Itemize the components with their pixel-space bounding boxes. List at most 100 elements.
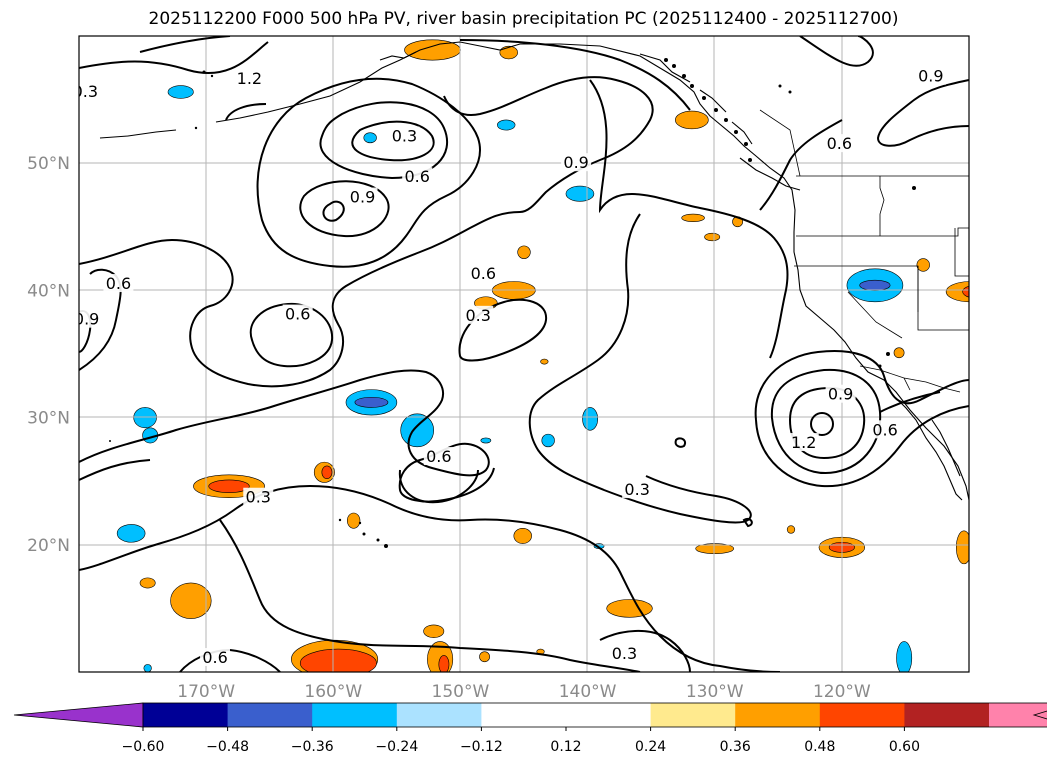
contour-label-bg	[79, 81, 101, 100]
precip-patch	[540, 358, 549, 365]
precip-patch	[497, 119, 516, 131]
precip-patch	[346, 512, 361, 529]
contour-label: 0.3	[624, 480, 649, 499]
precip-patch	[674, 110, 709, 130]
latitude-label: 40°N	[27, 281, 70, 301]
precip-patch	[480, 437, 492, 444]
colorbar-tick-label: 0.48	[804, 739, 835, 755]
latitude-label: 30°N	[27, 409, 70, 429]
precip-patch	[363, 132, 377, 144]
precip-patch	[143, 664, 152, 672]
contour-label-bg	[79, 309, 102, 328]
contour-label: 0.9	[563, 153, 588, 172]
precip-patch	[299, 648, 377, 672]
contour-label-bg	[915, 66, 946, 85]
precip-patch	[170, 582, 212, 619]
colorbar-segment	[650, 703, 736, 727]
contour-label: 0.6	[202, 648, 227, 667]
contour-label: 0.3	[612, 644, 637, 663]
precip-patch	[893, 347, 905, 359]
coastal-islands	[109, 58, 916, 548]
colorbar	[13, 702, 1047, 728]
precip-patch	[565, 185, 595, 202]
precip-patch	[499, 45, 518, 60]
colorbar-segment	[396, 703, 482, 727]
contour-label: 0.6	[471, 264, 496, 283]
contour-label-bg	[103, 274, 134, 293]
precip-patch	[681, 213, 705, 223]
contour-label-bg	[468, 263, 499, 282]
colorbar-tick-label: 0.60	[889, 739, 920, 755]
contour-label: 0.6	[404, 167, 429, 186]
precip-patch	[116, 524, 146, 543]
contour-label-bg	[609, 644, 640, 663]
precip-patch	[945, 281, 969, 303]
precip-patch	[513, 527, 532, 544]
longitude-label: 150°W	[432, 682, 490, 702]
precip-patch	[695, 543, 735, 555]
colorbar-tick-labels: −0.60 −0.48 −0.36 −0.24 −0.12 0.12 0.24 0.36 0.4…	[122, 727, 920, 755]
colorbar-segment	[904, 703, 990, 727]
longitude-label: 170°W	[177, 682, 235, 702]
colorbar-tick-label: 0.24	[635, 739, 666, 755]
contour-label-bg	[788, 433, 819, 452]
latitude-label: 50°N	[27, 154, 70, 174]
longitude-label: 140°W	[559, 682, 617, 702]
precip-patch	[321, 465, 333, 479]
longitude-label: 160°W	[304, 682, 362, 702]
map-title: 2025112200 F000 500 hPa PV, river basin …	[148, 9, 899, 29]
precipitation-patches	[116, 39, 969, 672]
colorbar-tick-label: −0.60	[122, 739, 165, 755]
precip-patch	[167, 85, 194, 99]
precip-patch	[354, 396, 389, 408]
colorbar-segment	[819, 703, 905, 727]
precip-patch	[786, 525, 796, 534]
colorbar-min-extend	[13, 702, 144, 728]
contour-label: 0.3	[246, 488, 271, 507]
contour-label-bg	[825, 384, 856, 403]
contour-label: 0.9	[350, 188, 375, 207]
contour-label-bg	[824, 134, 855, 153]
contour-label-bg	[347, 187, 378, 206]
colorbar-tick-label: 0.36	[720, 739, 751, 755]
contour-label: 0.6	[106, 274, 131, 293]
colorbar-segment	[143, 703, 229, 727]
contour-label: 0.9	[74, 310, 99, 329]
precip-patch	[955, 530, 969, 565]
contour-label: 0.9	[828, 385, 853, 404]
colorbar-tick-label: −0.48	[206, 739, 249, 755]
colorbar-segment	[735, 703, 821, 727]
precip-patch	[479, 651, 490, 663]
precip-patch	[400, 413, 435, 448]
precip-patch	[517, 245, 531, 259]
colorbar-tick-label: −0.12	[460, 739, 503, 755]
contour-label-bg	[200, 648, 231, 667]
precip-patch	[962, 285, 969, 298]
colorbar-outline	[142, 702, 1047, 728]
colorbar-segment	[566, 703, 652, 727]
precip-patch	[139, 577, 156, 589]
colorbar-tick-label: −0.24	[375, 739, 418, 755]
political-borders	[759, 109, 969, 393]
longitude-labels: 170°W 160°W 150°W 140°W 130°W 120°W	[177, 682, 871, 702]
precip-patch	[859, 279, 891, 291]
contour-label-bg	[243, 487, 274, 506]
contour-label: 0.3	[466, 306, 491, 325]
pv-contours	[79, 36, 969, 672]
colorbar-max-extend	[1032, 710, 1047, 720]
colorbar-segment	[227, 703, 313, 727]
colorbar-segment	[481, 703, 567, 727]
precip-patch	[916, 258, 930, 272]
precip-patch	[438, 655, 450, 672]
precip-patch	[896, 641, 913, 672]
contour-labels: 0.3 1.2 0.3 0.6 0.9 0.9 0.6 0.9 0.6 0.6 0.3 0.6 0.3 0…	[74, 66, 946, 667]
coastlines	[99, 41, 969, 501]
colorbar-tick-label: 0.12	[550, 739, 581, 755]
precip-patch	[704, 232, 721, 242]
contour-label: 0.6	[426, 447, 451, 466]
contour-label: 1.2	[237, 69, 262, 88]
contour-label: 0.9	[918, 67, 943, 86]
contour-label-bg	[622, 480, 653, 499]
precip-patch	[423, 624, 445, 638]
contour-label: 0.6	[827, 134, 852, 153]
